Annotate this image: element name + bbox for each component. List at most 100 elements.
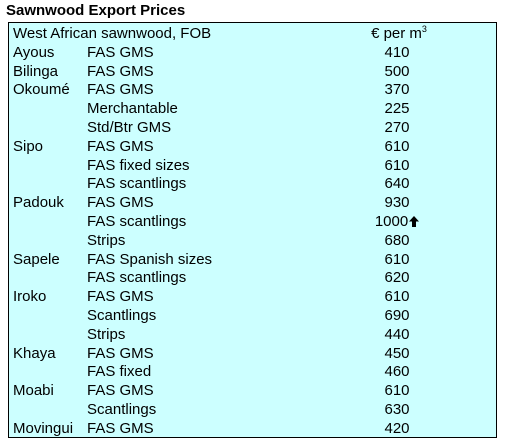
price-value: 450: [384, 344, 410, 362]
price-value: 225: [384, 100, 410, 118]
price-cell: 1000: [367, 213, 427, 232]
table-row: Strips 680: [9, 232, 496, 251]
grade-cell: FAS fixed sizes: [87, 156, 190, 174]
up-arrow-icon: [409, 215, 420, 227]
table-row: Ayous FAS GMS 410: [9, 44, 496, 63]
price-value: 440: [384, 325, 410, 343]
table-row: FAS fixed sizes 610: [9, 157, 496, 176]
species-cell: Bilinga: [13, 62, 59, 80]
species-cell: Moabi: [13, 382, 54, 400]
unit-prefix: € per m: [371, 25, 422, 42]
table-row: Okoumé FAS GMS 370: [9, 81, 496, 100]
price-value: 420: [384, 419, 410, 437]
price-value: 460: [384, 363, 410, 381]
grade-cell: FAS scantlings: [87, 175, 187, 193]
price-cell: 225: [367, 100, 427, 119]
table-description: West African sawnwood, FOB: [13, 25, 212, 42]
grade-cell: FAS GMS: [87, 382, 154, 400]
grade-cell: FAS GMS: [87, 344, 154, 362]
price-cell: 410: [367, 44, 427, 63]
grade-cell: Strips: [87, 325, 126, 343]
table-row: FAS scantlings 1000: [9, 213, 496, 232]
price-cell: 450: [367, 345, 427, 364]
price-value: 410: [384, 43, 410, 61]
grade-cell: Merchantable: [87, 100, 178, 118]
species-cell: Iroko: [13, 288, 47, 306]
price-cell: 680: [367, 232, 427, 251]
price-cell: 620: [367, 269, 427, 288]
price-cell: 370: [367, 81, 427, 100]
price-value: 610: [384, 288, 410, 306]
species-cell: Sipo: [13, 137, 44, 155]
grade-cell: FAS GMS: [87, 137, 154, 155]
price-cell: 270: [367, 119, 427, 138]
price-cell: 610: [367, 382, 427, 401]
price-cell: 500: [367, 63, 427, 82]
unit-header: € per m3: [364, 25, 434, 44]
table-row: Std/Btr GMS 270: [9, 119, 496, 138]
species-cell: Khaya: [13, 344, 56, 362]
grade-cell: FAS GMS: [87, 288, 154, 306]
price-value: 610: [384, 137, 410, 155]
price-value: 610: [384, 382, 410, 400]
table-row: Moabi FAS GMS 610: [9, 382, 496, 401]
price-cell: 690: [367, 307, 427, 326]
price-value: 370: [384, 81, 410, 99]
grade-cell: FAS scantlings: [87, 269, 187, 287]
table-row: Khaya FAS GMS 450: [9, 345, 496, 364]
price-value: 690: [384, 306, 410, 324]
unit-superscript: 3: [421, 24, 427, 34]
grade-cell: FAS GMS: [87, 81, 154, 99]
species-cell: Padouk: [13, 194, 64, 212]
table-row: Movingui FAS GMS 420: [9, 420, 496, 439]
price-cell: 610: [367, 138, 427, 157]
price-table: West African sawnwood, FOB € per m3 Ayou…: [8, 22, 497, 438]
grade-cell: FAS Spanish sizes: [87, 250, 213, 268]
price-cell: 440: [367, 326, 427, 345]
table-row: FAS scantlings 640: [9, 175, 496, 194]
price-cell: 610: [367, 157, 427, 176]
price-value: 1000: [374, 212, 409, 230]
price-value: 930: [384, 194, 410, 212]
table-row: Padouk FAS GMS 930: [9, 194, 496, 213]
table-body: Ayous FAS GMS 410 Bilinga FAS GMS 500 Okoumé FA…: [9, 44, 496, 439]
price-value: 610: [384, 156, 410, 174]
species-cell: Okoumé: [13, 81, 70, 99]
table-header-row: West African sawnwood, FOB € per m3: [9, 25, 496, 44]
table-row: Bilinga FAS GMS 500: [9, 63, 496, 82]
species-cell: Sapele: [13, 250, 60, 268]
page-title: Sawnwood Export Prices: [6, 2, 186, 19]
table-row: Iroko FAS GMS 610: [9, 288, 496, 307]
price-cell: 460: [367, 363, 427, 382]
price-cell: 420: [367, 420, 427, 439]
grade-cell: Scantlings: [87, 400, 157, 418]
price-value: 620: [384, 269, 410, 287]
grade-cell: FAS GMS: [87, 419, 154, 437]
species-cell: Movingui: [13, 419, 74, 437]
grade-cell: Std/Btr GMS: [87, 118, 172, 136]
price-value: 500: [384, 62, 410, 80]
table-row: Sapele FAS Spanish sizes 610: [9, 251, 496, 270]
grade-cell: Strips: [87, 231, 126, 249]
price-value: 610: [384, 250, 410, 268]
table-row: Merchantable 225: [9, 100, 496, 119]
table-row: FAS scantlings 620: [9, 269, 496, 288]
grade-cell: FAS GMS: [87, 62, 154, 80]
price-value: 270: [384, 118, 410, 136]
grade-cell: FAS scantlings: [87, 212, 187, 230]
table-row: Scantlings 630: [9, 401, 496, 420]
grade-cell: FAS fixed: [87, 363, 152, 381]
grade-cell: FAS GMS: [87, 194, 154, 212]
grade-cell: Scantlings: [87, 306, 157, 324]
grade-cell: FAS GMS: [87, 43, 154, 61]
table-row: Scantlings 690: [9, 307, 496, 326]
table-row: FAS fixed 460: [9, 363, 496, 382]
price-value: 630: [384, 400, 410, 418]
table-row: Strips 440: [9, 326, 496, 345]
price-cell: 610: [367, 288, 427, 307]
price-value: 640: [384, 175, 410, 193]
table-row: Sipo FAS GMS 610: [9, 138, 496, 157]
price-value: 680: [384, 231, 410, 249]
price-cell: 630: [367, 401, 427, 420]
